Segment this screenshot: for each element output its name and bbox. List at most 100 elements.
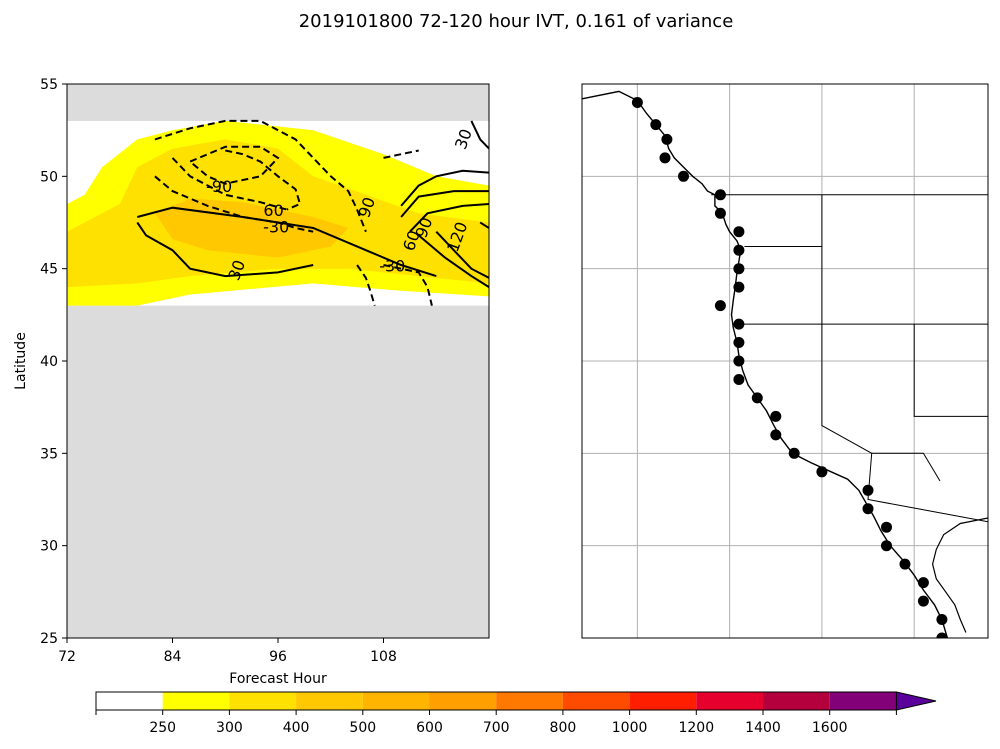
contour-line--60 [171, 157, 288, 211]
right-map-panel [581, 83, 989, 639]
colorbar-segment [296, 692, 363, 710]
contour-line--30 [383, 149, 419, 159]
x-tick-label: 84 [164, 649, 182, 665]
grid-point-marker [714, 189, 726, 201]
grid-point-marker [816, 466, 828, 478]
missing-data-region [67, 84, 489, 121]
colorbar-tick-label: 700 [483, 720, 510, 736]
grid-point-marker [770, 429, 782, 441]
contour-line-120 [435, 231, 489, 279]
x-tick-label: 108 [370, 649, 397, 665]
y-tick-label: 25 [40, 631, 58, 647]
colorbar-segment [829, 692, 897, 710]
colorbar-tick-label: 1000 [612, 720, 648, 736]
grid-point-marker [650, 119, 662, 131]
grid-point-marker [881, 521, 892, 533]
x-tick-label: 96 [269, 649, 287, 665]
y-axis-label: Latitude [13, 332, 29, 390]
colorbar-tick-label: 1600 [812, 720, 848, 736]
coastline [931, 517, 988, 633]
map-frame [581, 83, 989, 639]
grid-point-marker [881, 540, 892, 552]
grid-point-marker [659, 152, 671, 164]
colorbar-tick-label: 300 [216, 720, 243, 736]
colorbar-segment [229, 692, 297, 710]
colorbar-tick-label: 800 [550, 720, 577, 736]
colorbar-segment [362, 692, 430, 710]
colorbar-tick-label: 250 [149, 720, 176, 736]
contour-line-90 [409, 203, 489, 233]
y-tick-label: 45 [40, 262, 58, 278]
filled-contour-400-500 [154, 198, 349, 258]
grid-point-marker [917, 577, 929, 589]
grid-point-marker [862, 503, 874, 515]
contour-line--30 [356, 264, 376, 306]
grid-point-marker [733, 374, 745, 385]
contour-line-120 [479, 221, 489, 229]
y-tick-label: 40 [40, 354, 58, 370]
contour-label: 60 [263, 201, 283, 220]
grid-point-marker [714, 207, 726, 219]
state-border [744, 194, 823, 247]
contour-line-30 [137, 206, 437, 278]
contour-label: 30 [451, 126, 476, 152]
colorbar-segment [562, 692, 630, 710]
y-tick-label: 50 [40, 169, 58, 185]
grid-point-marker [936, 614, 948, 625]
grid-point-marker [788, 447, 800, 459]
grid-point-marker [733, 263, 745, 275]
contour-line-30 [470, 120, 489, 150]
colorbar-segment [96, 692, 163, 710]
colorbar-tick-label: 1400 [745, 720, 781, 736]
y-tick-label: 30 [40, 539, 58, 555]
colorbar-tick-label: 1200 [678, 720, 714, 736]
contour-line-30 [136, 221, 314, 278]
grid-point-marker [661, 133, 673, 145]
state-border [821, 324, 988, 523]
grid-point-marker [733, 226, 745, 238]
colorbar-segment [162, 692, 230, 710]
coastline [582, 90, 949, 638]
grid-point-marker [899, 558, 911, 570]
contour-label: -30 [263, 218, 289, 237]
missing-data-region [67, 305, 489, 638]
contour-line-60 [400, 190, 489, 218]
contour-line-90 [400, 169, 489, 207]
y-tick-label: 35 [40, 446, 58, 462]
colorbar-tick-label: 500 [349, 720, 376, 736]
contour-line--90 [189, 145, 280, 185]
contour-line--30 [154, 175, 314, 233]
grid-point-marker [936, 632, 948, 638]
contour-line--30 [154, 119, 367, 233]
colorbar-segment [763, 692, 830, 710]
grid-point-marker [917, 595, 929, 607]
contour-label: -30 [379, 256, 405, 275]
figure-title: 2019101800 72-120 hour IVT, 0.161 of var… [299, 11, 734, 32]
y-tick-label: 55 [40, 77, 58, 93]
contour-line-120 [418, 234, 489, 288]
colorbar-tick-label: 400 [283, 720, 310, 736]
colorbar-segment [496, 692, 563, 710]
colorbar-tick-label: 600 [416, 720, 443, 736]
grid-point-marker [733, 337, 745, 348]
state-border [871, 452, 941, 482]
grid-point-marker [733, 318, 745, 330]
grid-point-marker [733, 244, 745, 256]
grid-point-marker [733, 281, 745, 293]
grid-point-marker [631, 97, 643, 108]
grid-point-marker [714, 300, 726, 312]
colorbar-segment [629, 692, 697, 710]
colorbar-segment [696, 692, 763, 710]
colorbar: 250 300 400 500 600 700 800 1000 1200 1400 1600 [95, 691, 937, 736]
grid-point-marker [678, 170, 689, 182]
x-axis-label: Forecast Hour [229, 671, 327, 687]
contour-line--60 [225, 149, 302, 211]
contour-label: -90 [206, 177, 232, 196]
grid-point-marker [770, 410, 782, 422]
grid-point-marker [733, 355, 745, 367]
grid-point-marker [862, 484, 874, 496]
state-border [913, 324, 988, 417]
colorbar-segment [429, 692, 497, 710]
